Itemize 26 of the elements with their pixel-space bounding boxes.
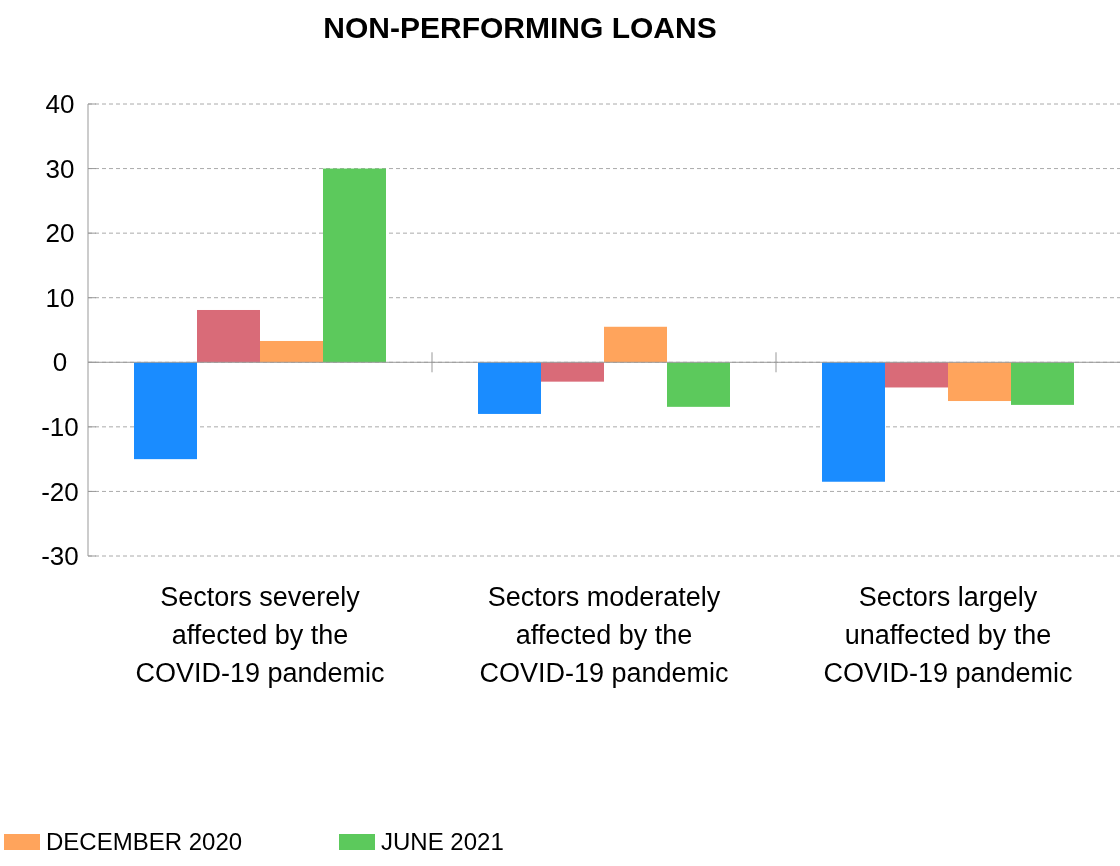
bar <box>260 340 323 363</box>
y-tick-label: -20 <box>41 476 79 507</box>
bar <box>948 362 1011 402</box>
bar <box>323 168 386 363</box>
bar <box>197 309 260 363</box>
legend-label: JUNE 2021 <box>381 828 504 855</box>
y-tick-label: 10 <box>45 282 75 313</box>
bar <box>667 362 730 407</box>
x-tick-label: Sectors largely unaffected by the COVID-19 pandemic <box>823 582 1073 688</box>
chart-title: NON-PERFORMING LOANS <box>323 11 717 44</box>
y-tick-label: 30 <box>45 153 75 184</box>
bar <box>478 362 541 414</box>
bar <box>885 362 948 388</box>
y-tick-label: -10 <box>41 411 79 442</box>
bar <box>604 326 667 363</box>
bar <box>1011 362 1074 405</box>
x-tick-label: Sectors moderately affected by the COVID-19 pandemic <box>479 582 729 688</box>
bar <box>134 362 197 460</box>
y-tick-label: 0 <box>52 347 68 378</box>
bar <box>822 362 885 482</box>
legend-label: DECEMBER 2020 <box>46 828 243 855</box>
bar <box>541 362 604 382</box>
x-tick-label: Sectors severely affected by the COVID-19 pandemic <box>135 582 385 688</box>
y-tick-label: 40 <box>45 89 75 120</box>
y-tick-label: -30 <box>41 541 79 572</box>
y-tick-label: 20 <box>45 218 75 249</box>
